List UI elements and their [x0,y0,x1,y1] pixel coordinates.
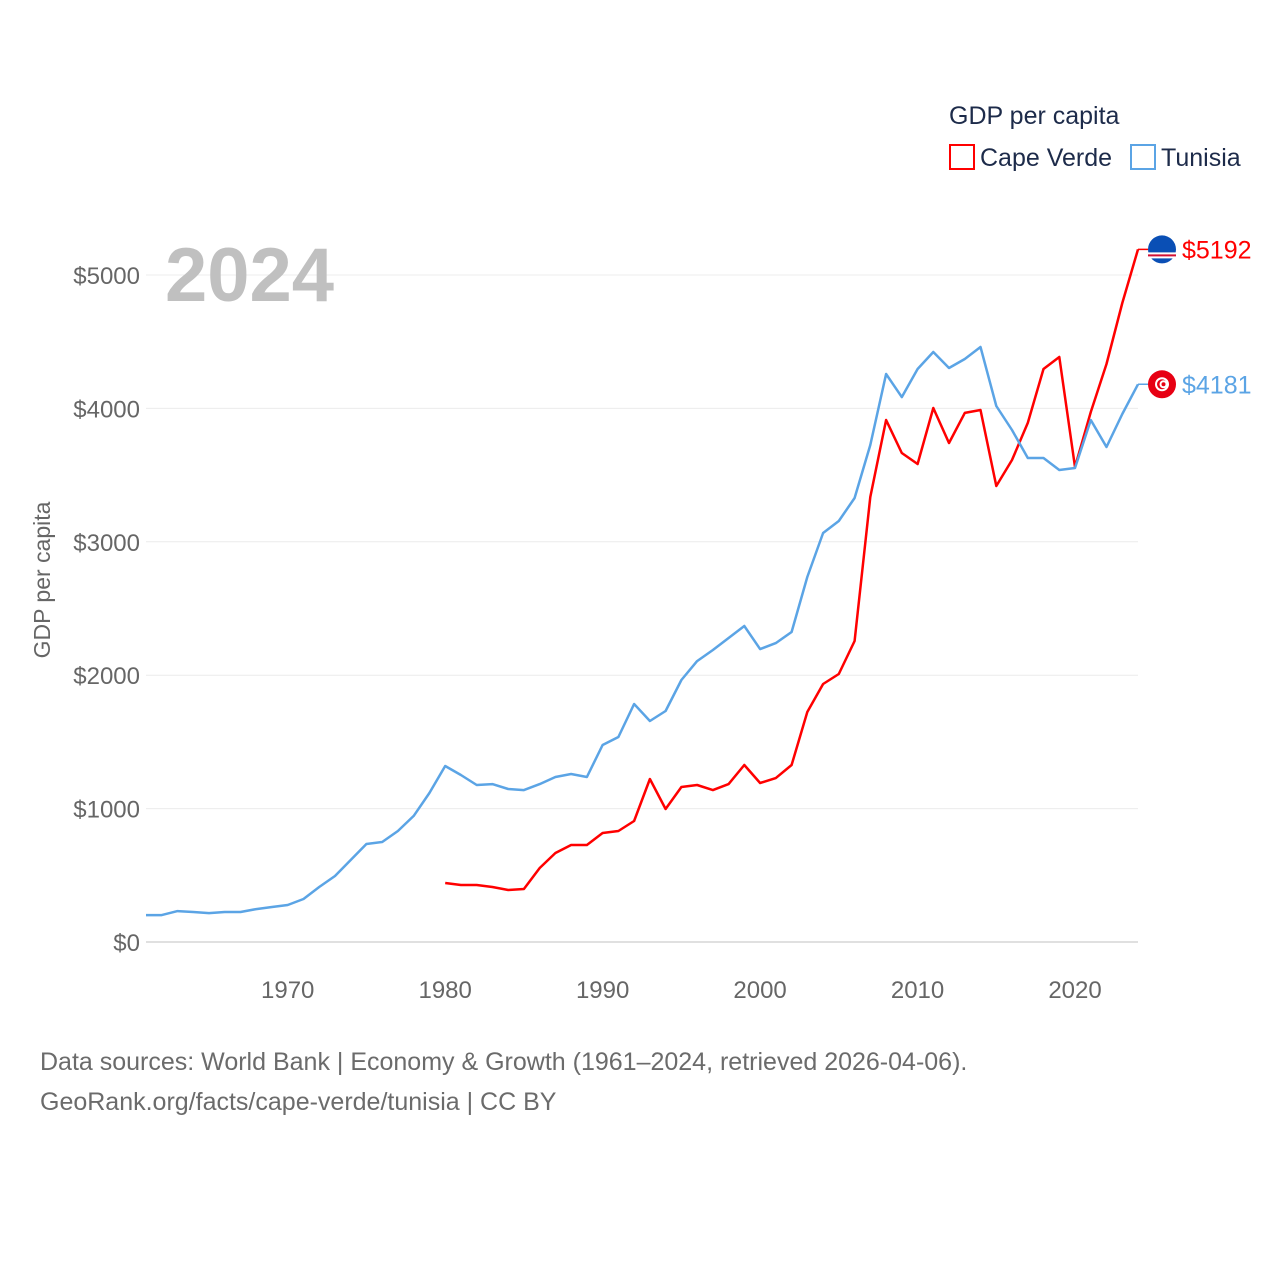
x-tick-label: 2000 [733,977,786,1004]
legend: GDP per capita Cape Verde Tunisia [949,102,1241,172]
source-link[interactable]: GeoRank.org/facts/cape-verde/tunisia | C… [40,1088,557,1116]
end-value-label: $5192 [1182,236,1252,264]
legend-swatch-tunisia [1130,144,1156,170]
x-tick-label: 2010 [891,977,944,1004]
x-tick-label: 1970 [261,977,314,1004]
x-tick-label: 1990 [576,977,629,1004]
year-watermark: 2024 [165,233,334,318]
y-tick-label: $0 [113,930,140,957]
legend-title: GDP per capita [949,102,1120,130]
y-tick-label: $1000 [73,797,140,824]
series-line-tunisia [146,345,1140,917]
legend-label-tunisia: Tunisia [1161,144,1241,172]
cape-verde-flag-icon [1148,235,1176,264]
gridlines [146,274,1138,943]
y-tick-label: $5000 [73,263,140,290]
y-tick-label: $2000 [73,663,140,690]
flag-star [1161,382,1166,387]
y-tick-label: $4000 [73,396,140,423]
source-footer: Data sources: World Bank | Economy & Gro… [40,1042,967,1122]
tunisia-flag-icon [1148,370,1176,399]
legend-swatch-cape-verde [949,144,975,170]
x-tick-label: 1980 [418,977,471,1004]
legend-item-cape-verde[interactable]: Cape Verde [949,144,1112,172]
end-value-label: $4181 [1182,371,1252,399]
legend-item-tunisia[interactable]: Tunisia [1130,144,1241,172]
x-axis-ticks: 1970 1980 1990 2000 2010 2020 [261,977,1102,1004]
y-axis-label: GDP per capita [29,501,55,658]
y-axis-ticks: $0 $1000 $2000 $3000 $4000 $5000 [73,263,140,957]
source-line: Data sources: World Bank | Economy & Gro… [40,1048,968,1076]
series-line-cape-verde [445,249,1140,892]
series-end-labels: $5192 $4181 [1138,235,1252,399]
legend-label-cape-verde: Cape Verde [980,144,1112,172]
x-tick-label: 2020 [1048,977,1101,1004]
flag-stripe [1148,254,1176,257]
series-lines [146,249,1140,917]
flag-bg [1148,235,1176,264]
y-tick-label: $3000 [73,530,140,557]
